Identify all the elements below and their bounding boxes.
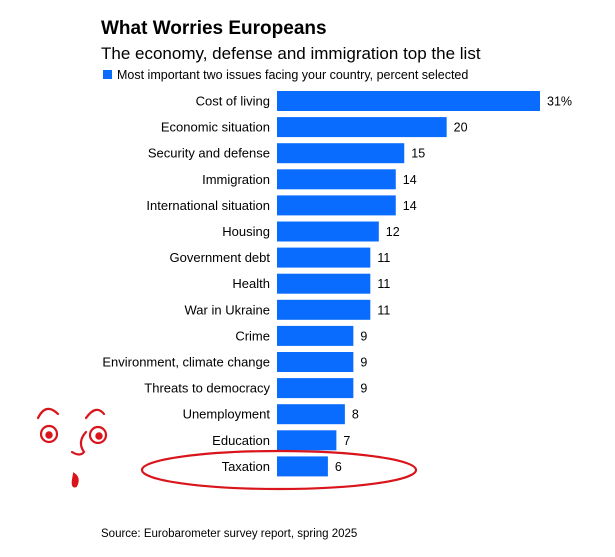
value-label: 9: [360, 356, 367, 370]
value-label: 7: [343, 434, 350, 448]
legend-swatch: [103, 70, 112, 79]
category-label: International situation: [146, 198, 270, 213]
value-label: 14: [403, 199, 417, 213]
value-label: 14: [403, 173, 417, 187]
value-label: 9: [360, 329, 367, 343]
bar: [277, 221, 379, 242]
taxation-highlight-ellipse: [140, 449, 418, 491]
category-label: Housing: [222, 224, 270, 239]
value-label: 6: [335, 460, 342, 474]
value-label: 11: [377, 303, 390, 317]
value-label: 11: [377, 251, 390, 265]
bar: [277, 378, 354, 399]
bar: [277, 299, 371, 320]
bar: [277, 352, 354, 372]
bar: [277, 325, 354, 346]
bar: [277, 456, 328, 477]
category-label: War in Ukraine: [185, 302, 270, 317]
category-label: Crime: [235, 328, 270, 343]
value-label: 8: [352, 408, 359, 422]
category-label: Cost of living: [196, 94, 270, 109]
chart-title: What Worries Europeans: [101, 18, 327, 39]
value-label: 9: [360, 382, 367, 396]
value-label: 20: [454, 121, 468, 135]
category-label: Government debt: [170, 250, 271, 265]
bar: [277, 143, 405, 164]
bar: [277, 430, 337, 451]
annotation: [36, 407, 418, 491]
bar: [277, 117, 447, 138]
bar: [277, 169, 396, 190]
value-label: 12: [386, 225, 400, 239]
source-note: Source: Eurobarometer survey report, spr…: [101, 528, 357, 540]
category-label: Unemployment: [183, 407, 271, 422]
category-label: Taxation: [222, 459, 270, 474]
category-label: Health: [232, 276, 270, 291]
chart-subtitle: The economy, defense and immigration top…: [101, 44, 481, 63]
value-label: 15: [411, 147, 425, 161]
category-label: Threats to democracy: [144, 381, 270, 396]
category-label: Security and defense: [148, 146, 270, 161]
bar: [277, 273, 371, 294]
bar: [277, 91, 540, 111]
category-label: Environment, climate change: [102, 355, 270, 370]
bar: [277, 195, 396, 216]
bars: Cost of living 31% Economic situation 20 Sec…: [102, 91, 572, 477]
category-label: Education: [212, 433, 270, 448]
category-label: Economic situation: [161, 120, 270, 135]
value-label: 31%: [547, 95, 572, 109]
legend-label: Most important two issues facing your co…: [117, 68, 468, 82]
value-label: 11: [377, 277, 390, 291]
legend: Most important two issues facing your co…: [103, 68, 468, 82]
category-label: Immigration: [202, 172, 270, 187]
bar: [277, 247, 371, 268]
bar: [277, 404, 345, 425]
doodle-face-icon: [36, 407, 108, 488]
